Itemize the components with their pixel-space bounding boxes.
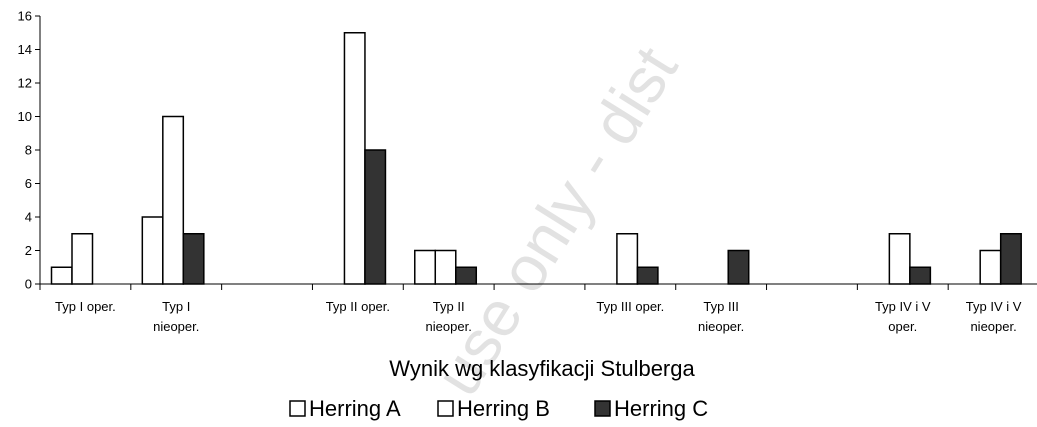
y-tick-label: 6 — [25, 176, 32, 191]
bar-herring-c — [455, 266, 478, 285]
legend-label: Herring A — [309, 396, 401, 421]
y-tick-label: 2 — [25, 243, 32, 258]
bar-herring-c — [999, 233, 1022, 285]
category-label: Typ III oper. — [596, 299, 664, 314]
bar-herring-c — [636, 266, 659, 285]
category-label: Typ II oper. — [326, 299, 390, 314]
category-label: nieoper. — [970, 319, 1016, 334]
bar-herring-b — [71, 233, 94, 285]
bar-herring-c — [727, 249, 750, 285]
watermark-text: use only - dist — [421, 34, 691, 407]
category-label: Typ I — [162, 299, 190, 314]
legend-swatch — [289, 400, 306, 417]
category-label: Typ IV i V — [875, 299, 931, 314]
bar-herring-a — [141, 216, 164, 285]
legend: Herring A Herring B Herring C — [289, 396, 708, 421]
y-tick-label: 0 — [25, 277, 32, 292]
category-label: Typ IV i V — [966, 299, 1022, 314]
bar-herring-a — [414, 249, 437, 285]
category-label: Typ II — [433, 299, 465, 314]
bar-herring-b — [434, 249, 457, 285]
y-tick-label: 14 — [18, 42, 32, 57]
bar-herring-c — [182, 233, 205, 285]
axes: 0 2 4 6 8 10 12 14 16 — [18, 9, 1037, 292]
category-labels: Typ I oper. Typ I nieoper. Typ II oper. Typ … — [55, 299, 1022, 334]
legend-label: Herring C — [614, 396, 708, 421]
category-label: nieoper. — [153, 319, 199, 334]
x-axis-title: Wynik wg klasyfikacji Stulberga — [389, 356, 695, 381]
bar-herring-c — [909, 266, 932, 285]
category-label: Typ III — [703, 299, 738, 314]
y-tick-label: 12 — [18, 76, 32, 91]
category-label: Typ I oper. — [55, 299, 116, 314]
y-tick-label: 10 — [18, 109, 32, 124]
bar-herring-c — [364, 149, 387, 285]
bar-herring-a — [50, 266, 73, 285]
bar-herring-b — [343, 32, 366, 285]
legend-swatch — [437, 400, 454, 417]
y-tick-label: 16 — [18, 9, 32, 24]
bar-herring-b — [162, 115, 185, 285]
bar-herring-b — [979, 249, 1002, 285]
category-label: oper. — [888, 319, 917, 334]
y-tick-label: 4 — [25, 210, 32, 225]
bar-herring-b — [888, 233, 911, 285]
category-label: nieoper. — [698, 319, 744, 334]
bar-herring-b — [616, 233, 639, 285]
legend-swatch — [594, 400, 611, 417]
category-label: nieoper. — [426, 319, 472, 334]
y-tick-label: 8 — [25, 143, 32, 158]
legend-label: Herring B — [457, 396, 550, 421]
bars — [50, 32, 1022, 285]
